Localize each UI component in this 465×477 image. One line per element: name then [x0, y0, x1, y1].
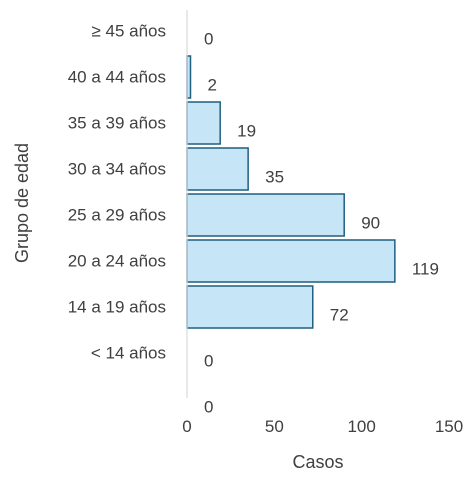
bar	[186, 193, 345, 237]
category-labels: ≥ 45 años 40 a 44 años 35 a 39 años 30 a 34…	[68, 22, 166, 363]
x-tick-label: 0	[182, 417, 191, 436]
data-label: 35	[265, 168, 284, 187]
bar	[186, 147, 249, 191]
x-tick-labels: 0 50 100 150	[182, 417, 463, 436]
data-label: 0	[204, 398, 213, 417]
y-axis-title: Grupo de edad	[12, 143, 32, 263]
category-label: < 14 años	[91, 344, 166, 363]
x-axis-title: Casos	[292, 452, 343, 472]
category-label: 25 a 29 años	[68, 206, 166, 225]
bar	[186, 101, 221, 145]
data-label: 0	[204, 30, 213, 49]
data-label: 0	[204, 352, 213, 371]
x-tick-label: 100	[347, 417, 375, 436]
x-tick-label: 150	[435, 417, 463, 436]
category-label: ≥ 45 años	[91, 22, 166, 41]
data-labels: 0 2 19 35 90 119 72 0 0	[204, 30, 439, 417]
category-label: 35 a 39 años	[68, 114, 166, 133]
data-label: 2	[207, 76, 216, 95]
bar	[186, 285, 314, 329]
bars-layer	[186, 55, 396, 329]
category-label: 20 a 24 años	[68, 252, 166, 271]
data-label: 19	[237, 122, 256, 141]
bar	[186, 239, 396, 283]
x-tick-label: 50	[265, 417, 284, 436]
data-label: 90	[361, 214, 380, 233]
data-label: 119	[412, 260, 439, 279]
category-label: 30 a 34 años	[68, 160, 166, 179]
category-label: 14 a 19 años	[68, 298, 166, 317]
data-label: 72	[330, 306, 349, 325]
category-label: 40 a 44 años	[68, 68, 166, 87]
